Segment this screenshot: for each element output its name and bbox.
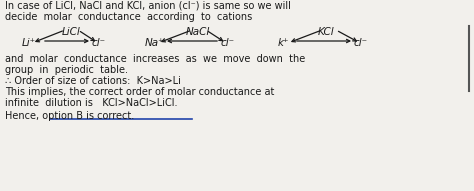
Text: and  molar  conductance  increases  as  we  move  down  the: and molar conductance increases as we mo… (5, 54, 305, 64)
Text: decide  molar  conductance  according  to  cations: decide molar conductance according to ca… (5, 12, 252, 22)
Text: group  in  periodic  table.: group in periodic table. (5, 65, 128, 75)
Text: cl⁻: cl⁻ (354, 38, 368, 48)
Text: NaCl: NaCl (186, 27, 210, 37)
Text: Li⁺: Li⁺ (22, 38, 36, 48)
Text: LiCl: LiCl (62, 27, 81, 37)
Text: k⁺: k⁺ (278, 38, 290, 48)
Text: Hence, option B is correct.: Hence, option B is correct. (5, 111, 134, 121)
Text: Na⁺: Na⁺ (145, 38, 164, 48)
Text: cl⁻: cl⁻ (221, 38, 235, 48)
Text: In case of LiCl, NaCl and KCl, anion (cl⁻) is same so we will: In case of LiCl, NaCl and KCl, anion (cl… (5, 1, 291, 11)
Text: KCl: KCl (318, 27, 335, 37)
Text: cl⁻: cl⁻ (92, 38, 106, 48)
Text: infinite  dilution is   KCl>NaCl>LiCl.: infinite dilution is KCl>NaCl>LiCl. (5, 98, 177, 108)
Text: ∴ Order of size of cations:  K>Na>Li: ∴ Order of size of cations: K>Na>Li (5, 76, 181, 86)
Text: This implies, the correct order of molar conductance at: This implies, the correct order of molar… (5, 87, 274, 97)
